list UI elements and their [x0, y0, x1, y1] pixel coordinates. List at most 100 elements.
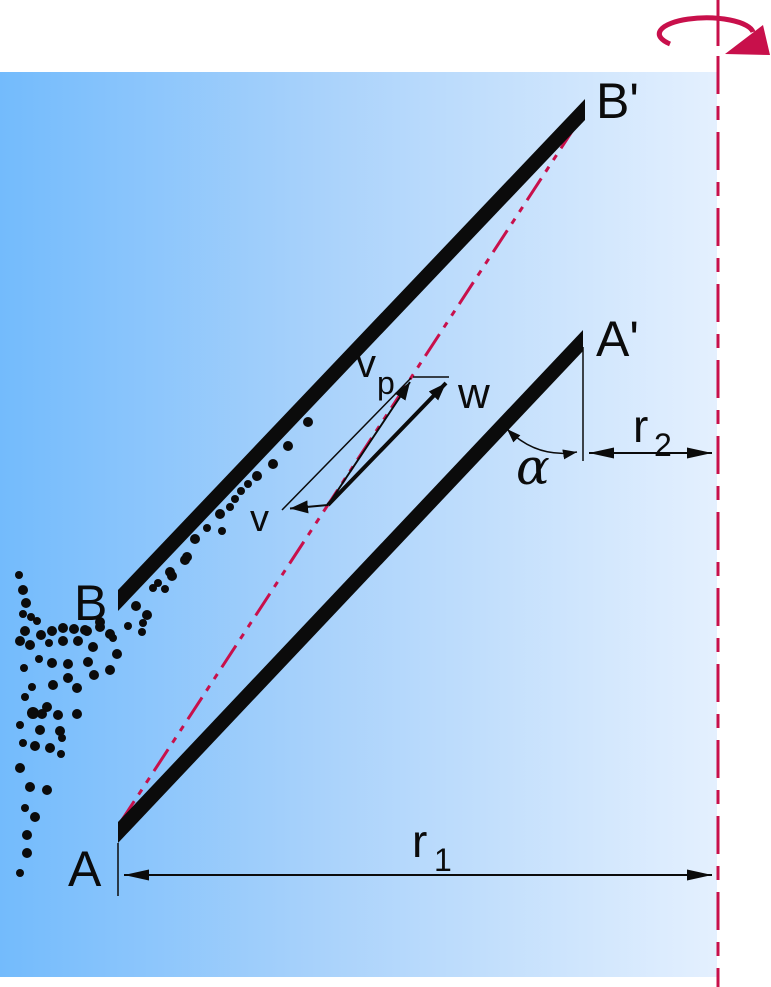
- particle-dot: [21, 693, 29, 701]
- particle-dot: [82, 626, 92, 636]
- particle-dot: [72, 709, 82, 719]
- particle-dot: [30, 741, 40, 751]
- particle-dot: [30, 812, 40, 822]
- particle-dot: [83, 657, 93, 667]
- vector-w: [326, 381, 448, 507]
- particle-dot: [25, 640, 35, 650]
- particle-dot: [190, 534, 200, 544]
- label-b-prime: B': [596, 73, 639, 129]
- particle-dot: [57, 750, 65, 758]
- particle-dot: [53, 710, 63, 720]
- lower-blade: [118, 330, 583, 843]
- label-r2: r: [633, 400, 648, 452]
- particle-dot: [22, 830, 32, 840]
- particle-dot: [244, 480, 252, 488]
- particle-dot: [22, 848, 32, 858]
- label-a: A: [68, 841, 102, 897]
- label-w: w: [457, 369, 490, 418]
- particle-dot: [25, 782, 35, 792]
- particle-dot: [89, 670, 99, 680]
- vector-vp: [327, 381, 411, 506]
- particle-dot: [161, 585, 169, 593]
- particle-dot: [63, 673, 73, 683]
- particle-dot: [203, 524, 211, 532]
- particle-dot: [37, 709, 47, 719]
- particle-dot: [138, 628, 146, 636]
- particle-dot: [231, 495, 239, 503]
- particle-dot: [58, 623, 68, 633]
- label-vp: v: [356, 342, 376, 386]
- particle-dot: [27, 707, 39, 719]
- label-a-prime: A': [596, 311, 639, 367]
- rotation-arrowhead-icon: [725, 25, 770, 55]
- particle-dot: [237, 487, 245, 495]
- particle-dot: [20, 664, 28, 672]
- particle-dot: [20, 626, 30, 636]
- rotation-arrow-arc: [656, 15, 756, 47]
- particle-dot: [42, 702, 52, 712]
- particle-dot: [19, 739, 27, 747]
- particle-dot: [167, 571, 177, 581]
- particle-dot: [19, 610, 27, 618]
- particle-dot: [47, 658, 57, 668]
- particle-dot: [303, 417, 313, 427]
- upper-blade: [118, 99, 585, 611]
- label-v: v: [250, 498, 269, 540]
- particle-dot: [131, 601, 141, 611]
- particle-dot: [47, 626, 57, 636]
- particle-dot: [45, 743, 55, 753]
- particle-dot: [33, 617, 41, 625]
- particle-dot: [124, 622, 132, 630]
- particle-dot: [21, 598, 31, 608]
- particle-dot: [215, 509, 225, 519]
- particle-dot: [154, 579, 162, 587]
- particle-dot: [15, 636, 25, 646]
- particle-dot: [36, 630, 46, 640]
- label-alpha: α: [516, 438, 550, 496]
- fluid-region: [0, 72, 717, 977]
- particle-dot: [72, 683, 82, 693]
- particle-dot: [218, 527, 226, 535]
- particle-dot: [45, 639, 53, 647]
- particle-dot: [112, 649, 122, 659]
- particle-dot: [58, 636, 68, 646]
- particle-dot: [58, 734, 66, 742]
- particle-dot: [27, 613, 35, 621]
- particle-dot: [55, 726, 65, 736]
- particle-dot: [226, 503, 234, 511]
- particle-dot: [35, 655, 43, 663]
- particle-dot: [42, 785, 52, 795]
- particle-dot: [105, 629, 115, 639]
- label-vp-subscript: p: [377, 365, 395, 401]
- particle-dot: [63, 659, 73, 669]
- particle-dot: [88, 642, 98, 652]
- label-r1: r: [412, 815, 427, 867]
- alpha-angle-arc: [506, 428, 578, 460]
- particle-dot: [21, 804, 29, 812]
- particle-dot: [139, 619, 147, 627]
- particle-dot: [73, 636, 83, 646]
- particle-dot: [35, 725, 45, 735]
- particle-dot: [105, 665, 115, 675]
- particle-dot: [268, 459, 278, 469]
- particle-dot: [142, 610, 152, 620]
- particle-dot: [283, 441, 293, 451]
- particle-dot: [16, 869, 24, 877]
- particle-dot: [69, 624, 79, 634]
- label-b: B: [74, 575, 107, 631]
- velocity-triangle: [281, 376, 449, 514]
- particle-dot: [252, 471, 262, 481]
- label-r2-subscript: 2: [654, 427, 672, 463]
- vector-triangle-side: [281, 377, 412, 511]
- particle-dot: [28, 683, 36, 691]
- particle-dot: [95, 617, 105, 627]
- particle-dot: [48, 680, 58, 690]
- vector-v: [289, 500, 329, 514]
- particle-dot: [149, 584, 157, 592]
- particle-dot: [180, 555, 190, 565]
- particle-dot: [15, 571, 23, 579]
- particle-cloud: [15, 417, 313, 877]
- label-r1-subscript: 1: [434, 842, 452, 878]
